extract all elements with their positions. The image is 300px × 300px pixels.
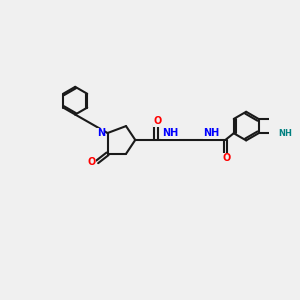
Text: NH: NH xyxy=(162,128,178,138)
Text: O: O xyxy=(153,116,161,127)
Text: NH: NH xyxy=(278,129,292,138)
Text: O: O xyxy=(222,153,231,164)
Text: N: N xyxy=(97,128,105,138)
Text: O: O xyxy=(88,157,96,167)
Text: NH: NH xyxy=(203,128,220,138)
